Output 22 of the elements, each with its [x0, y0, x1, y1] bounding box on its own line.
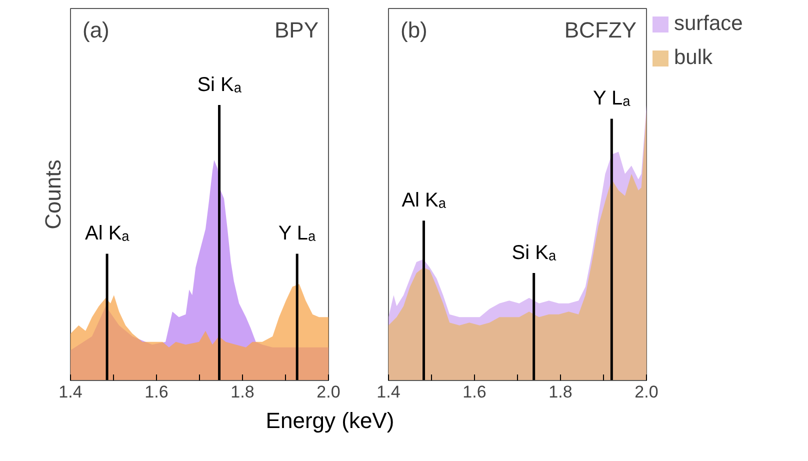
x-tick-label: 1.8: [548, 382, 572, 402]
x-tick-label: 1.6: [462, 382, 486, 402]
x-tick-label: 2.0: [634, 382, 658, 402]
x-tick-label: 1.6: [144, 382, 168, 402]
y-axis-title: Counts: [40, 160, 66, 230]
series-label: Si Kₐ: [512, 242, 556, 264]
chart-title: (b): [400, 18, 428, 42]
x-tick-label: 1.8: [230, 382, 254, 402]
x-tick-label: 1.4: [376, 382, 400, 402]
x-tick-label: 1.4: [58, 382, 82, 402]
legend-label: surface: [674, 12, 743, 36]
legend-label: bulk: [674, 46, 713, 70]
chart-title: (a): [82, 18, 110, 42]
series-label: Y Lₐ: [278, 222, 316, 245]
x-tick-label: 2.0: [316, 382, 340, 402]
series-label: Y Lₐ: [592, 88, 631, 110]
x-axis-title: Energy (keV): [266, 407, 394, 435]
series-label: Al Kₐ: [402, 190, 446, 212]
series-label: Al Kₐ: [84, 222, 130, 245]
chart-subtitle: BCFZY: [564, 18, 637, 42]
chart-subtitle: BPY: [274, 18, 319, 42]
series-label: Si Kₐ: [197, 74, 242, 96]
